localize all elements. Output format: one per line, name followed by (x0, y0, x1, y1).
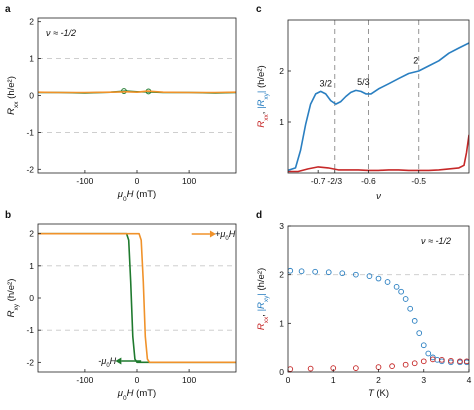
series-line (38, 232, 236, 364)
data-point (420, 342, 427, 349)
panel-label: a (5, 4, 11, 15)
series-line (38, 90, 236, 94)
series-line (38, 232, 236, 364)
data-point (402, 361, 409, 368)
x-tick-label: 1 (331, 375, 336, 385)
arrow-left-icon (115, 357, 122, 365)
plateau-label: 3/2 (319, 78, 332, 88)
y-tick-label: 1 (29, 261, 34, 271)
panel-label: b (5, 210, 11, 221)
y-tick-label: 0 (29, 293, 34, 303)
y-axis-label: Rxx, |Rxy| (h/e²) (256, 268, 270, 330)
x-tick-label: -0.5 (411, 176, 426, 186)
plot-frame (287, 225, 470, 373)
y-tick-label: 2 (279, 66, 284, 76)
y-tick-label: -2 (26, 164, 34, 174)
y-tick-label: 3 (279, 221, 284, 231)
y-tick-label: 2 (279, 270, 284, 280)
x-tick-label: 3 (421, 375, 426, 385)
x-axis-label: T (K) (368, 388, 389, 399)
series-line (288, 42, 469, 172)
data-point (288, 267, 294, 274)
y-tick-label: 1 (279, 318, 284, 328)
plot-frame (287, 19, 470, 174)
x-tick-label: -100 (76, 375, 93, 385)
data-point (389, 363, 395, 370)
data-point (366, 273, 373, 279)
data-point (463, 358, 469, 365)
plot-frame (37, 17, 237, 174)
data-point (402, 296, 409, 302)
data-point (411, 360, 418, 367)
x-axis-label: μ0H (mT) (117, 388, 156, 402)
y-axis-label: Rxx (h/e²) (6, 76, 20, 115)
y-tick-label: -1 (26, 127, 34, 137)
x-tick-label: -0.7 (311, 176, 326, 186)
y-tick-label: 2 (29, 17, 34, 27)
data-point (407, 305, 414, 312)
arrow-right-icon (209, 230, 216, 238)
legend-down-label: -μ0H (98, 356, 116, 369)
x-tick-label: 2 (376, 375, 381, 385)
panel-a: a -100 0 100 -2 -1 0 1 2 μ0H (mT) Rxx (h/e²) ν ≈ -1… (5, 4, 237, 203)
data-point (353, 271, 359, 278)
x-tick-label: 0 (286, 375, 291, 385)
plot-frame (37, 223, 237, 373)
y-axis-label: Rxy (h/e²) (6, 279, 20, 318)
y-tick-label: -2 (26, 357, 34, 367)
panel-c: c -0.7 -2/3 -0.6 -0.5 1 2 ν Rxx, |Rxy| (h/e²) 3/2… (256, 4, 470, 202)
x-tick-label: -2/3 (327, 176, 342, 186)
x-tick-label: 0 (135, 375, 140, 385)
data-point (448, 357, 454, 364)
panel-b: b -100 0 100 -2 -1 0 1 2 μ0H (mT) Rxy (h/e²) +μ0H -μ… (5, 210, 237, 402)
data-point (375, 275, 382, 282)
data-point (384, 279, 391, 285)
data-point (312, 268, 319, 275)
data-point (353, 365, 359, 371)
plateau-label: 2 (413, 55, 418, 65)
data-point (425, 350, 432, 357)
x-tick-label: 0 (135, 176, 140, 186)
x-tick-label: 4 (467, 375, 472, 385)
panel-label: d (256, 210, 262, 221)
data-point (288, 366, 294, 372)
data-point (339, 270, 346, 277)
panel-d: d 0 1 2 3 4 0 1 2 3 T (K) Rxx, |Rxy| (h/e²) ν ≈ -1/2 (256, 210, 472, 399)
data-point (298, 268, 305, 275)
data-point (307, 365, 314, 372)
x-tick-label: 100 (182, 176, 196, 186)
data-point (420, 358, 427, 365)
y-tick-label: 0 (29, 91, 34, 101)
x-axis-label: μ0H (mT) (117, 189, 156, 203)
data-point (325, 269, 332, 276)
x-tick-label: -100 (76, 176, 93, 186)
data-point (457, 358, 463, 365)
x-tick-label: 100 (182, 375, 196, 385)
series-line (288, 134, 469, 173)
legend-up-label: +μ0H (215, 229, 236, 242)
y-tick-label: 1 (279, 117, 284, 127)
y-tick-label: -1 (26, 325, 34, 335)
data-point (375, 364, 382, 370)
data-point (398, 288, 404, 295)
plateau-label: 5/3 (357, 77, 370, 87)
x-axis-label: ν (376, 191, 381, 202)
data-point (429, 354, 436, 361)
y-tick-label: 0 (279, 367, 284, 377)
data-point (429, 356, 436, 363)
data-point (439, 356, 445, 363)
x-tick-label: -0.6 (361, 176, 376, 186)
y-tick-label: 1 (29, 54, 34, 64)
data-point (393, 283, 400, 290)
panel-label: c (256, 4, 262, 15)
annotation: ν ≈ -1/2 (46, 28, 76, 38)
data-point (416, 330, 423, 336)
y-tick-label: 2 (29, 229, 34, 239)
y-axis-label: Rxx, |Rxy| (h/e²) (256, 65, 270, 127)
annotation: ν ≈ -1/2 (421, 236, 451, 246)
data-point (411, 318, 418, 324)
